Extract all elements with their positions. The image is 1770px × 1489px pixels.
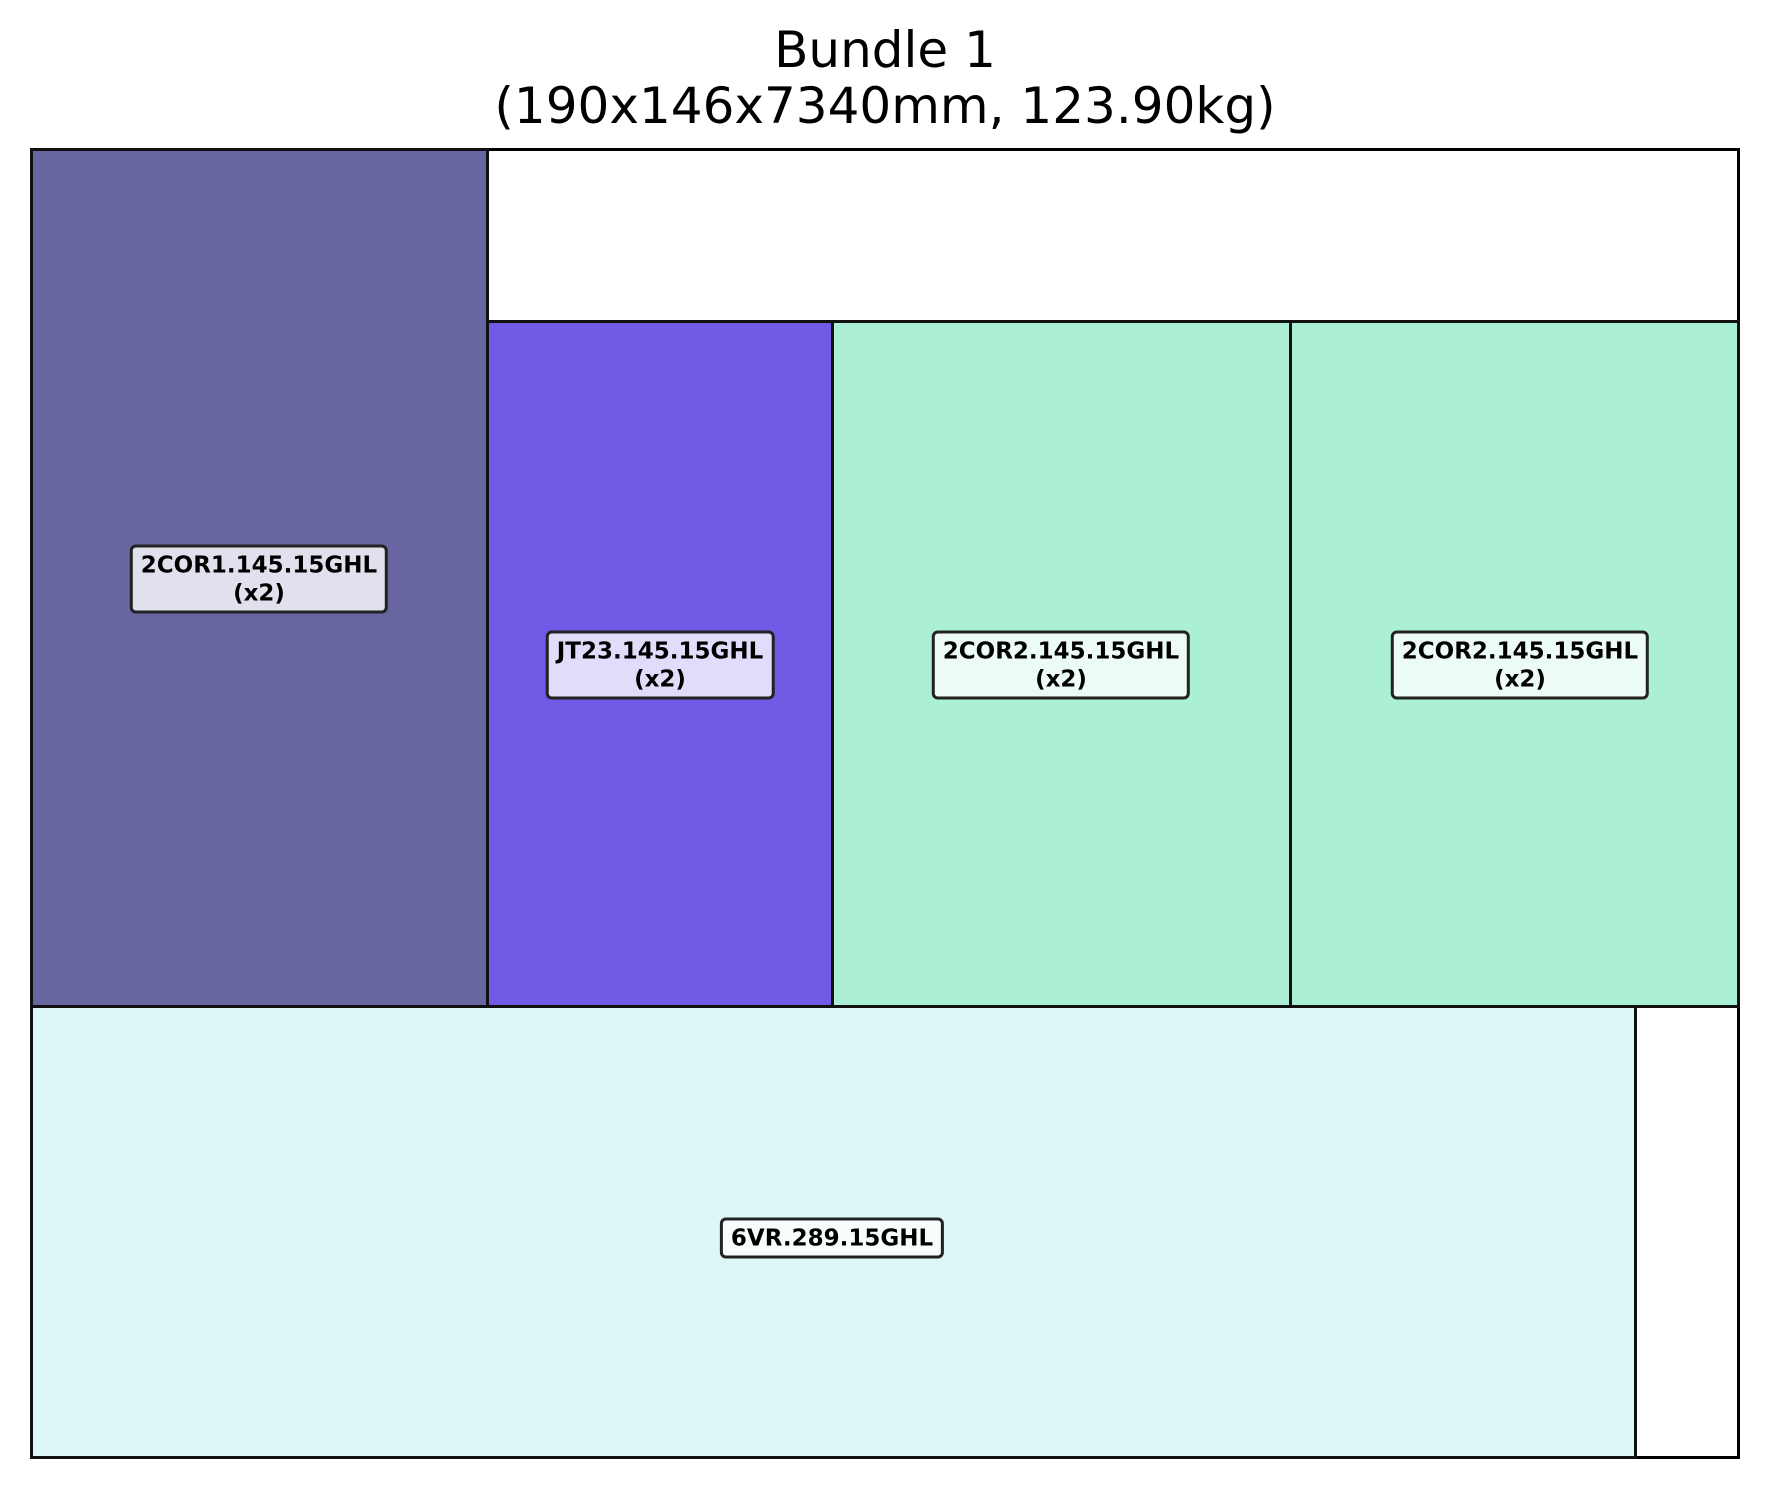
piece-name: 6VR.289.15GHL bbox=[730, 1225, 934, 1252]
piece-qty: (x2) bbox=[1035, 666, 1087, 693]
piece-label: 2COR2.145.15GHL (x2) bbox=[1390, 630, 1650, 700]
piece-label: JT23.145.15GHL (x2) bbox=[545, 630, 775, 700]
piece-name: 2COR2.145.15GHL bbox=[1401, 638, 1639, 665]
piece-name: 2COR1.145.15GHL bbox=[140, 552, 378, 579]
diagram-subtitle: (190x146x7340mm, 123.90kg) bbox=[494, 77, 1276, 135]
piece-label: 2COR2.145.15GHL (x2) bbox=[931, 630, 1191, 700]
piece-name: 2COR2.145.15GHL bbox=[942, 638, 1180, 665]
piece-qty: (x2) bbox=[1494, 666, 1546, 693]
piece-name: JT23.145.15GHL bbox=[556, 638, 764, 665]
piece-label: 2COR1.145.15GHL (x2) bbox=[129, 544, 389, 614]
diagram-title: Bundle 1 bbox=[774, 21, 996, 79]
piece-label: 6VR.289.15GHL bbox=[719, 1217, 945, 1259]
piece-qty: (x2) bbox=[634, 666, 686, 693]
piece-qty: (x2) bbox=[233, 580, 285, 607]
